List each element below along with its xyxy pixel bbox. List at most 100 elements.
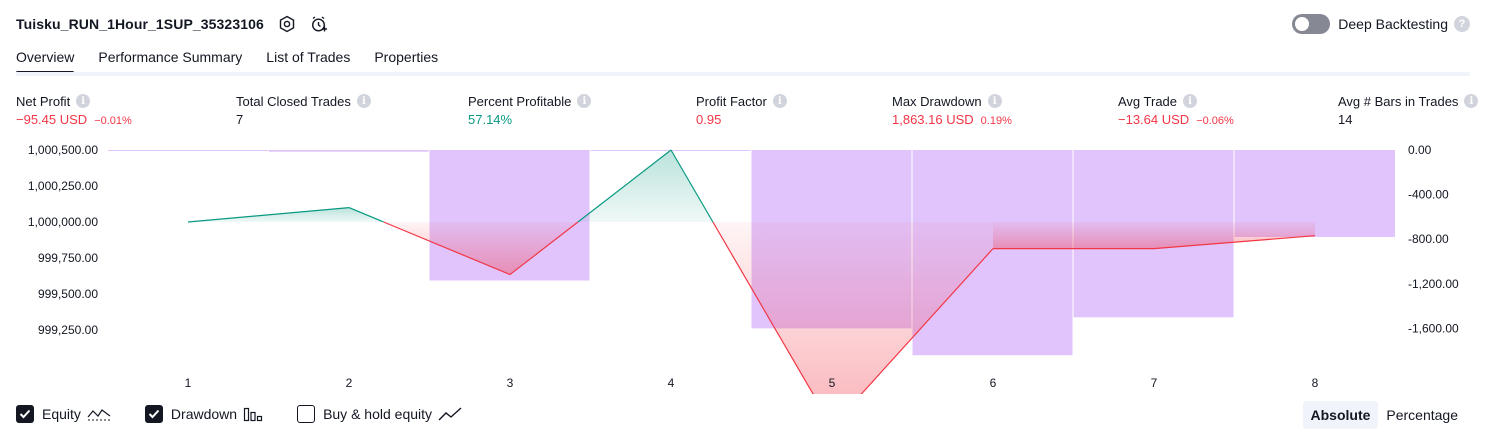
tab-performance-summary[interactable]: Performance Summary bbox=[98, 49, 243, 65]
tabs-divider bbox=[16, 72, 1470, 76]
drawdown-bar bbox=[108, 150, 268, 151]
x-axis-tick-label: 1 bbox=[185, 376, 192, 390]
metric-label: Max Drawdown bbox=[892, 93, 982, 109]
left-axis-tick-label: 999,250.00 bbox=[38, 323, 98, 337]
x-axis-tick-label: 6 bbox=[990, 376, 997, 390]
equity-profit-segment bbox=[187, 207, 350, 223]
equity-label: Equity bbox=[42, 406, 81, 422]
tab-list-of-trades[interactable]: List of Trades bbox=[266, 49, 351, 65]
right-axis-tick-label: -800.00 bbox=[1408, 232, 1449, 246]
x-axis-tick-label: 3 bbox=[507, 376, 514, 390]
percentage-button[interactable]: Percentage bbox=[1386, 407, 1458, 423]
info-icon[interactable]: i bbox=[356, 94, 371, 108]
chart-legend: Equity Drawdown Buy & hold equity bbox=[16, 402, 496, 426]
metric-value: −95.45 USD bbox=[16, 112, 88, 127]
x-axis-tick-label: 5 bbox=[829, 376, 836, 390]
x-axis-tick-label: 4 bbox=[668, 376, 675, 390]
metric-value: −13.64 USD bbox=[1118, 112, 1190, 127]
equity-loss-segment bbox=[860, 248, 994, 394]
equity-profit-segment bbox=[670, 149, 714, 223]
equity-loss-area bbox=[993, 222, 1154, 249]
equity-loss-area bbox=[712, 222, 832, 394]
bar-chart-icon bbox=[243, 406, 263, 422]
add-alert-icon[interactable] bbox=[308, 13, 330, 35]
buy-hold-label: Buy & hold equity bbox=[323, 406, 433, 422]
equity-checkbox[interactable] bbox=[16, 405, 34, 423]
metric-label: Avg # Bars in Trades bbox=[1338, 93, 1459, 109]
tab-bar: Overview Performance Summary List of Tra… bbox=[16, 44, 462, 74]
right-axis-tick-label: 0.00 bbox=[1408, 143, 1432, 157]
metric-value: 1,863.16 USD bbox=[892, 112, 974, 127]
deep-backtesting-label: Deep Backtesting bbox=[1338, 16, 1448, 32]
drawdown-label: Drawdown bbox=[170, 406, 238, 422]
drawdown-checkbox[interactable] bbox=[144, 405, 163, 423]
equity-profit-segment bbox=[577, 149, 672, 223]
deep-backtesting-control: Deep Backtesting ? bbox=[1292, 12, 1470, 36]
value-mode-switch: Absolute Percentage bbox=[1302, 401, 1467, 429]
equity-area-icon bbox=[87, 406, 111, 422]
metric-profit-factor: Profit Factor i 0.95 bbox=[696, 92, 787, 130]
left-axis-tick-label: 1,000,000.00 bbox=[28, 215, 98, 229]
metric-value: 57.14% bbox=[468, 112, 513, 127]
metric-value: 0.95 bbox=[696, 112, 722, 127]
equity-loss-segment bbox=[509, 221, 579, 276]
metric-percent: −0.06% bbox=[1196, 115, 1234, 127]
metric-avg-trade: Avg Trade i −13.64 USD −0.06% bbox=[1118, 92, 1234, 130]
absolute-button[interactable]: Absolute bbox=[1302, 401, 1379, 429]
settings-icon[interactable] bbox=[276, 13, 298, 35]
metric-label: Net Profit bbox=[16, 93, 71, 109]
help-icon[interactable]: ? bbox=[1454, 16, 1470, 32]
left-axis: 1,000,500.00 1,000,250.00 1,000,000.00 999,… bbox=[28, 143, 98, 337]
right-axis-tick-label: -1,600.00 bbox=[1408, 321, 1459, 335]
info-icon[interactable]: i bbox=[1464, 94, 1479, 108]
deep-backtesting-toggle[interactable] bbox=[1292, 14, 1331, 34]
equity-profit-segment bbox=[348, 207, 384, 223]
right-axis-tick-label: -400.00 bbox=[1408, 188, 1449, 202]
x-axis-tick-label: 7 bbox=[1151, 376, 1158, 390]
info-icon[interactable]: i bbox=[76, 94, 91, 108]
legend-drawdown[interactable]: Drawdown bbox=[144, 405, 263, 423]
metric-percent: 0.19% bbox=[980, 115, 1012, 127]
x-axis-tick-label: 8 bbox=[1312, 376, 1319, 390]
metric-net-profit: Net Profit i −95.45 USD −0.01% bbox=[16, 92, 132, 130]
metric-label: Total Closed Trades bbox=[236, 93, 351, 109]
x-axis-tick-label: 2 bbox=[346, 376, 353, 390]
metric-value: 7 bbox=[236, 112, 244, 127]
equity-loss-segment bbox=[712, 221, 814, 394]
metric-percent: −0.01% bbox=[94, 115, 132, 127]
title-row: Tuisku_RUN_1Hour_1SUP_35323106 bbox=[16, 12, 330, 36]
metric-max-drawdown: Max Drawdown i 1,863.16 USD 0.19% bbox=[892, 92, 1012, 130]
equity-loss-segment bbox=[383, 221, 511, 276]
info-icon[interactable]: i bbox=[772, 94, 787, 108]
metric-avg-bars: Avg # Bars in Trades i 14 bbox=[1338, 92, 1479, 130]
equity-loss-area bbox=[1154, 222, 1315, 249]
metric-value: 14 bbox=[1338, 112, 1353, 127]
right-axis-tick-label: -1,200.00 bbox=[1408, 277, 1459, 291]
line-chart-icon bbox=[438, 406, 462, 422]
metric-label: Profit Factor bbox=[696, 93, 767, 109]
left-axis-tick-label: 1,000,500.00 bbox=[28, 143, 98, 157]
metric-label: Percent Profitable bbox=[468, 93, 572, 109]
buy-hold-checkbox[interactable] bbox=[297, 405, 316, 423]
left-axis-tick-label: 999,500.00 bbox=[38, 287, 98, 301]
equity-loss-area bbox=[832, 222, 993, 394]
equity-loss-segment bbox=[1153, 235, 1316, 250]
info-icon[interactable]: i bbox=[577, 94, 592, 108]
legend-buy-hold-equity[interactable]: Buy & hold equity bbox=[297, 405, 462, 423]
tab-properties[interactable]: Properties bbox=[374, 49, 439, 65]
drawdown-bar bbox=[268, 150, 429, 152]
tab-overview[interactable]: Overview bbox=[16, 44, 75, 74]
left-axis-tick-label: 999,750.00 bbox=[38, 251, 98, 265]
metric-label: Avg Trade bbox=[1118, 93, 1178, 109]
left-axis-tick-label: 1,000,250.00 bbox=[28, 179, 98, 193]
info-icon[interactable]: i bbox=[987, 94, 1002, 108]
toggle-knob bbox=[1295, 17, 1310, 31]
right-axis: 0.00 -400.00 -800.00 -1,200.00 -1,600.00 bbox=[1408, 143, 1459, 335]
info-icon[interactable]: i bbox=[1183, 94, 1198, 108]
metric-percent-profitable: Percent Profitable i 57.14% bbox=[468, 92, 592, 130]
metric-total-closed-trades: Total Closed Trades i 7 bbox=[236, 92, 371, 130]
strategy-title: Tuisku_RUN_1Hour_1SUP_35323106 bbox=[16, 16, 264, 32]
legend-equity[interactable]: Equity bbox=[16, 405, 111, 423]
equity-line bbox=[187, 149, 1316, 394]
equity-drawdown-chart[interactable]: 1,000,500.00 1,000,250.00 1,000,000.00 999,… bbox=[0, 138, 1486, 394]
